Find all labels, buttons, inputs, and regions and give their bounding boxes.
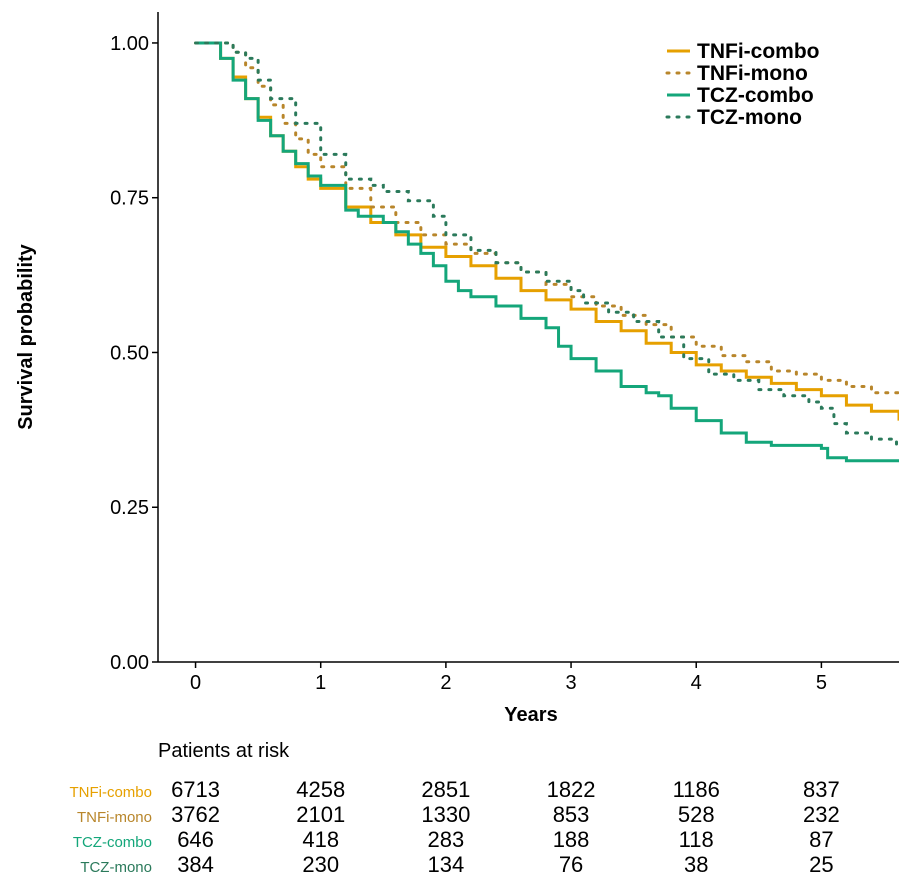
risk-row-label: TCZ-mono <box>80 859 152 876</box>
legend-label: TCZ-mono <box>697 106 802 129</box>
legend-label: TNFi-mono <box>697 62 808 85</box>
legend-label: TCZ-combo <box>697 84 814 107</box>
y-tick-label: 0.75 <box>110 188 149 210</box>
x-tick-label: 4 <box>691 672 702 694</box>
x-tick-label: 0 <box>190 672 201 694</box>
series-line-tcz-combo <box>195 41 899 463</box>
axes: 0 1 2 3 4 5 0.00 0.25 0.50 0.75 1.00 <box>110 12 899 694</box>
x-tick-label: 2 <box>440 672 451 694</box>
risk-cell: 837 <box>803 777 840 802</box>
risk-cell: 1330 <box>421 802 470 827</box>
y-axis-ticks: 0.00 0.25 0.50 0.75 1.00 <box>110 33 158 674</box>
survival-curves <box>194 41 899 463</box>
risk-table: TNFi-combo 6713 4258 2851 1822 1186 837 TNFi-mo… <box>69 777 839 877</box>
y-axis-title: Survival probability <box>15 243 37 429</box>
risk-cell: 418 <box>302 827 339 852</box>
risk-cell: 118 <box>679 827 714 852</box>
risk-cell: 2101 <box>296 802 345 827</box>
y-tick-label: 0.00 <box>110 652 149 674</box>
risk-cell: 76 <box>559 852 583 877</box>
y-tick-label: 0.25 <box>110 497 149 519</box>
risk-cell: 232 <box>803 802 840 827</box>
risk-cell: 134 <box>428 852 465 877</box>
risk-cell: 853 <box>553 802 590 827</box>
y-tick-label: 0.50 <box>110 342 149 364</box>
legend-label: TNFi-combo <box>697 40 819 63</box>
risk-cell: 1822 <box>547 777 596 802</box>
x-axis-ticks: 0 1 2 3 4 5 <box>190 662 827 694</box>
risk-cell: 230 <box>302 852 339 877</box>
risk-cell: 188 <box>553 827 590 852</box>
risk-cell: 283 <box>428 827 465 852</box>
risk-table-title: Patients at risk <box>158 740 290 762</box>
y-tick-label: 1.00 <box>110 33 149 55</box>
risk-cell: 646 <box>177 827 214 852</box>
risk-row-label: TNFi-mono <box>77 809 152 826</box>
risk-cell: 384 <box>177 852 214 877</box>
risk-row-label: TCZ-combo <box>73 834 152 851</box>
x-tick-label: 3 <box>565 672 576 694</box>
x-axis-title: Years <box>504 704 557 726</box>
risk-cell: 1186 <box>673 777 720 802</box>
x-tick-label: 5 <box>816 672 827 694</box>
risk-row-label: TNFi-combo <box>69 784 152 801</box>
risk-cell: 528 <box>678 802 715 827</box>
risk-cell: 38 <box>684 852 708 877</box>
x-tick-label: 1 <box>315 672 326 694</box>
risk-cell: 6713 <box>171 777 220 802</box>
risk-cell: 2851 <box>421 777 470 802</box>
risk-cell: 87 <box>809 827 833 852</box>
risk-cell: 4258 <box>296 777 345 802</box>
risk-cell: 3762 <box>171 802 220 827</box>
risk-cell: 25 <box>809 852 833 877</box>
